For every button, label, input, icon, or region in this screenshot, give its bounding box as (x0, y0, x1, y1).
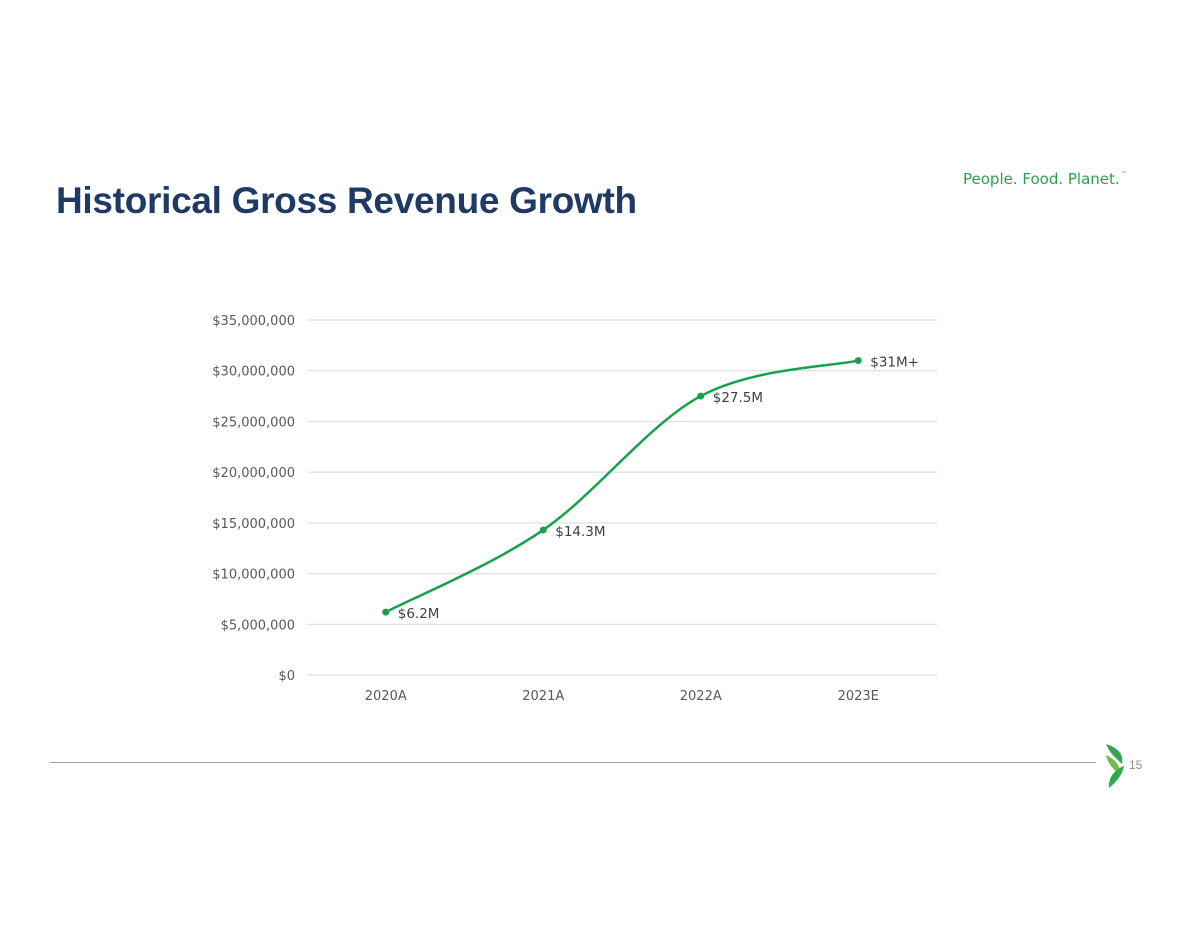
page-title: Historical Gross Revenue Growth (56, 180, 637, 221)
x-axis-ticks: 2020A 2021A 2022A 2023E (365, 689, 879, 704)
y-tick-label: $35,000,000 (212, 314, 295, 329)
data-point (382, 608, 390, 616)
data-point (697, 392, 705, 400)
data-labels: $6.2M $14.3M $27.5M $31M+ (398, 355, 919, 623)
page-number: 15 (1129, 758, 1143, 772)
y-tick-label: $30,000,000 (212, 365, 295, 380)
x-tick-label: 2020A (365, 689, 407, 704)
revenue-series (382, 357, 862, 616)
footer-divider (50, 762, 1096, 763)
data-label: $31M+ (870, 355, 919, 371)
y-tick-label: $15,000,000 (212, 517, 295, 532)
brand-tagline-text: People. Food. Planet. (963, 170, 1120, 188)
trademark-mark: ™ (1120, 171, 1127, 178)
brand-tagline: People. Food. Planet.™ (963, 170, 1127, 188)
x-tick-label: 2022A (680, 689, 722, 704)
series-line (384, 359, 860, 614)
data-label: $27.5M (713, 390, 763, 406)
data-point (539, 526, 547, 534)
y-tick-label: $25,000,000 (212, 415, 295, 430)
gridlines (307, 319, 937, 676)
y-axis-ticks: $0 $5,000,000 $10,000,000 $15,000,000 $20,00… (212, 314, 295, 684)
y-tick-label: $0 (278, 669, 295, 684)
y-tick-label: $20,000,000 (212, 466, 295, 481)
data-point (854, 357, 862, 365)
x-tick-label: 2023E (838, 689, 879, 704)
x-tick-label: 2021A (522, 689, 564, 704)
data-label: $6.2M (398, 606, 440, 622)
y-tick-label: $5,000,000 (221, 618, 295, 633)
brand-leaf-logo-icon (1106, 744, 1124, 788)
y-tick-label: $10,000,000 (212, 568, 295, 583)
data-label: $14.3M (555, 524, 605, 540)
